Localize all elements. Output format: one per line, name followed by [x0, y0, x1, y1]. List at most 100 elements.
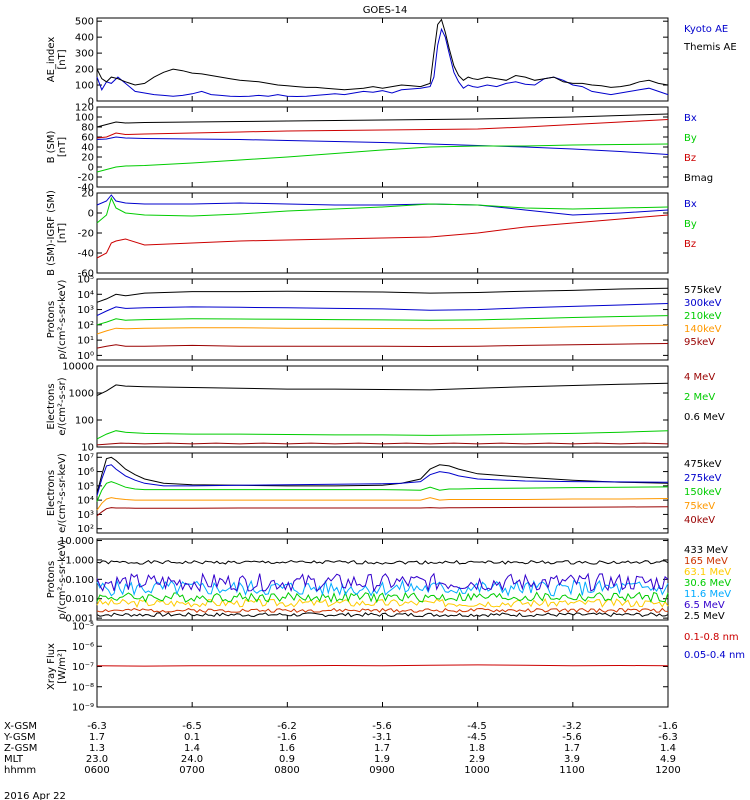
- orbit-value: 1.4: [660, 743, 676, 754]
- series-line-kyoto-ae: [96, 27, 669, 98]
- orbit-value: 1.4: [184, 743, 200, 754]
- panel-6: 10² 10³ 10⁴ 10⁵ 10⁶ 10⁷ Electrons e/(cm²-s-sr-k…: [46, 452, 722, 535]
- y-tick-label: 120: [75, 103, 94, 114]
- panel-3: -60 -40 -20 0 20 B (SM)-IGRF (SM) [nT] Bx By Bz: [46, 189, 697, 280]
- legend-entry: 30.6 MeV: [684, 578, 731, 589]
- y-axis-label: Protons: [46, 561, 57, 598]
- orbit-value: -6.5: [182, 721, 202, 732]
- orbit-value: -3.1: [372, 732, 392, 743]
- y-axis-label: Protons: [46, 301, 57, 338]
- y-axis-label: p/(cm²-s-sr-keV): [57, 539, 68, 619]
- y-tick-label: 10²: [77, 320, 94, 331]
- series-line-0-1-0-8-nm: [96, 664, 669, 667]
- y-tick-label: 10⁻⁶: [72, 642, 94, 653]
- legend-entry: 575keV: [684, 285, 722, 296]
- legend-entry: 63.1 MeV: [684, 567, 731, 578]
- y-tick-label: 200: [75, 65, 94, 76]
- series-line-433-mev: [96, 559, 669, 565]
- legend-entry: 0.05-0.4 nm: [684, 650, 745, 661]
- orbit-value: -4.5: [467, 732, 487, 743]
- panel-1: 0 100 200 300 400 500 AE_index [nT] Kyoto AE Them…: [46, 17, 737, 108]
- orbit-row-label: Y-GSM: [3, 732, 36, 743]
- y-tick-label: 10⁷: [77, 453, 94, 464]
- y-axis-label: [nT]: [57, 137, 68, 157]
- legend-entry: 6.5 MeV: [684, 600, 725, 611]
- legend-entry: 433 MeV: [684, 545, 728, 556]
- y-tick-label: 10⁻⁸: [72, 682, 94, 693]
- legend-entry: 165 MeV: [684, 556, 728, 567]
- orbit-value: -4.5: [467, 721, 487, 732]
- series-line-11-6-mev: [96, 578, 669, 597]
- y-axis-label: B (SM)-IGRF (SM): [46, 190, 57, 276]
- series-line-75kev: [96, 497, 669, 511]
- y-tick-label: 0: [88, 97, 94, 108]
- y-tick-label: 0.100: [65, 575, 94, 586]
- series-line-by: [96, 143, 669, 173]
- legend-entry: 2.5 MeV: [684, 611, 725, 622]
- y-tick-label: 10⁻⁷: [72, 662, 94, 673]
- series-line-95kev: [96, 343, 669, 349]
- series-line-0-6-mev: [96, 382, 669, 397]
- y-tick-label: -40: [78, 249, 94, 260]
- legend-entry: 150keV: [684, 487, 722, 498]
- orbit-value: -3.2: [562, 721, 582, 732]
- legend-entry: Bz: [684, 153, 696, 164]
- y-tick-label: 0.010: [65, 594, 94, 605]
- y-tick-label: 10.000: [59, 536, 94, 547]
- panel-5: 10 100 1000 10000 Electrons e/(cm²-s-sr) 4 MeV…: [46, 362, 725, 454]
- y-tick-label: 100: [75, 416, 94, 427]
- orbit-value: 23.0: [86, 754, 108, 765]
- orbit-value: 0700: [179, 765, 204, 776]
- orbit-value: 2.9: [469, 754, 485, 765]
- series-line-63-1-mev: [96, 597, 669, 608]
- orbit-row-label: MLT: [4, 754, 24, 765]
- legend-entry: 475keV: [684, 459, 722, 470]
- series-line-bmag: [96, 113, 669, 128]
- series-line-275kev: [96, 464, 669, 496]
- y-tick-label: -60: [78, 269, 94, 280]
- orbit-value: 1.6: [279, 743, 295, 754]
- series-line-6-5-mev: [96, 572, 669, 593]
- series-line-575kev: [96, 287, 669, 303]
- orbit-row-label: hhmm: [4, 765, 36, 776]
- series-line-165-mev: [96, 607, 669, 614]
- series-line-bz: [96, 119, 669, 139]
- y-tick-label: 10⁶: [77, 467, 94, 478]
- orbit-value: 1.3: [89, 743, 105, 754]
- y-tick-label: 10¹: [77, 336, 94, 347]
- y-tick-label: 300: [75, 49, 94, 60]
- date-label: 2016 Apr 22: [4, 791, 66, 800]
- legend-entry: 0.6 MeV: [684, 412, 725, 423]
- legend-entry: By: [684, 133, 697, 144]
- orbit-value: -1.6: [658, 721, 678, 732]
- y-tick-label: 10³: [77, 510, 94, 521]
- y-tick-label: 10⁴: [77, 290, 94, 301]
- panel-frame: [96, 625, 669, 708]
- panel-7: 0.001 0.010 0.100 1.000 10.000 Protons p/(cm²-…: [46, 536, 731, 625]
- y-axis-label: AE_index: [46, 37, 57, 83]
- y-tick-label: 0: [88, 209, 94, 220]
- orbit-value: 1200: [655, 765, 680, 776]
- series-line-300kev: [96, 303, 669, 317]
- series-line-4-mev: [96, 442, 669, 446]
- series-line-40kev: [96, 506, 669, 517]
- orbit-value: 0800: [274, 765, 299, 776]
- y-tick-label: -40: [78, 183, 94, 194]
- panel-4: 10⁰ 10¹ 10² 10³ 10⁴ 10⁵ Protons p/(cm²-s-sr-keV…: [46, 275, 722, 362]
- y-tick-label: 10000: [62, 362, 94, 373]
- y-axis-label: [nT]: [57, 49, 68, 69]
- y-tick-label: 20: [81, 189, 94, 200]
- orbit-value: -5.6: [372, 721, 392, 732]
- orbit-value: 1100: [559, 765, 584, 776]
- orbit-value: 1.9: [374, 754, 390, 765]
- y-axis-label: p/(cm²-s-sr-keV): [57, 279, 68, 359]
- y-axis-label: [W/m²]: [57, 649, 68, 684]
- panel-frame: [96, 538, 669, 621]
- legend-entry: Bz: [684, 239, 696, 250]
- y-tick-label: 20: [81, 153, 94, 164]
- legend-entry: 210keV: [684, 311, 722, 322]
- orbit-value: 1.7: [564, 743, 580, 754]
